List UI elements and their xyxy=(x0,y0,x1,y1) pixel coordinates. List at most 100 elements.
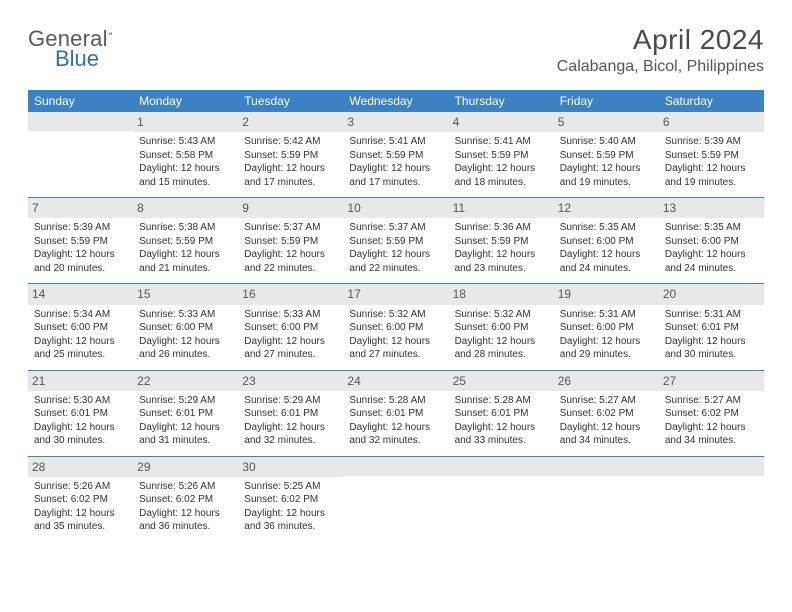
weekday-header-row: SundayMondayTuesdayWednesdayThursdayFrid… xyxy=(28,90,764,112)
sunrise-line: Sunrise: 5:40 AM xyxy=(560,135,653,149)
daylight-line: Daylight: 12 hours and 31 minutes. xyxy=(139,421,232,448)
date-number: 23 xyxy=(238,371,343,391)
calendar-cell: 3Sunrise: 5:41 AMSunset: 5:59 PMDaylight… xyxy=(343,112,448,198)
calendar-cell: 6Sunrise: 5:39 AMSunset: 5:59 PMDaylight… xyxy=(659,112,764,198)
sunset-line: Sunset: 6:00 PM xyxy=(244,321,337,335)
sunset-line: Sunset: 6:00 PM xyxy=(560,321,653,335)
date-number: 16 xyxy=(238,284,343,304)
location-subtitle: Calabanga, Bicol, Philippines xyxy=(557,58,764,76)
date-number: 8 xyxy=(133,198,238,218)
sunrise-line: Sunrise: 5:36 AM xyxy=(455,221,548,235)
calendar-cell: 18Sunrise: 5:32 AMSunset: 6:00 PMDayligh… xyxy=(449,284,554,370)
calendar-body: 1Sunrise: 5:43 AMSunset: 5:58 PMDaylight… xyxy=(28,112,764,542)
brand-triangle-icon xyxy=(108,25,112,41)
sunrise-line: Sunrise: 5:39 AM xyxy=(34,221,127,235)
date-number xyxy=(28,112,133,131)
sunrise-line: Sunrise: 5:41 AM xyxy=(349,135,442,149)
date-number: 17 xyxy=(343,284,448,304)
daylight-line: Daylight: 12 hours and 22 minutes. xyxy=(244,248,337,275)
daylight-line: Daylight: 12 hours and 24 minutes. xyxy=(560,248,653,275)
header: General April 2024 Calabanga, Bicol, Phi… xyxy=(28,24,764,76)
calendar-cell: 23 Sunrise: 5:29 AMSunset: 6:01 PMDayligh… xyxy=(238,370,343,456)
date-number: 27 xyxy=(659,371,764,391)
sunset-line: Sunset: 5:59 PM xyxy=(560,149,653,163)
calendar-cell: 1 Sunrise: 5:43 AMSunset: 5:58 PMDaylight… xyxy=(133,112,238,198)
sunrise-line: Sunrise: 5:33 AM xyxy=(244,308,337,322)
sunrise-line: Sunrise: 5:29 AM xyxy=(139,394,232,408)
weekday-header: Tuesday xyxy=(238,90,343,112)
sunrise-line: Sunrise: 5:35 AM xyxy=(560,221,653,235)
sunset-line: Sunset: 5:59 PM xyxy=(244,149,337,163)
sunrise-line: Sunrise: 5:31 AM xyxy=(560,308,653,322)
sunset-line: Sunset: 6:02 PM xyxy=(665,407,758,421)
sunrise-line: Sunrise: 5:38 AM xyxy=(139,221,232,235)
sunrise-line: Sunrise: 5:27 AM xyxy=(665,394,758,408)
calendar-page: General April 2024 Calabanga, Bicol, Phi… xyxy=(0,0,792,558)
date-number: 22 xyxy=(133,371,238,391)
calendar-week-row: 14Sunrise: 5:34 AMSunset: 6:00 PMDayligh… xyxy=(28,284,764,370)
date-number xyxy=(659,457,764,476)
sunrise-line: Sunrise: 5:41 AM xyxy=(455,135,548,149)
sunrise-line: Sunrise: 5:28 AM xyxy=(349,394,442,408)
date-number: 10 xyxy=(343,198,448,218)
weekday-header: Thursday xyxy=(449,90,554,112)
daylight-line: Daylight: 12 hours and 18 minutes. xyxy=(455,162,548,189)
calendar-cell: 20Sunrise: 5:31 AMSunset: 6:01 PMDayligh… xyxy=(659,284,764,370)
date-number: 24 xyxy=(343,371,448,391)
calendar-cell: 8Sunrise: 5:38 AMSunset: 5:59 PMDaylight… xyxy=(133,198,238,284)
calendar-cell: 5Sunrise: 5:40 AMSunset: 5:59 PMDaylight… xyxy=(554,112,659,198)
weekday-header: Friday xyxy=(554,90,659,112)
sunrise-line: Sunrise: 5:29 AM xyxy=(244,394,337,408)
daylight-line: Daylight: 12 hours and 30 minutes. xyxy=(34,421,127,448)
date-number: 1 xyxy=(133,112,238,132)
sunset-line: Sunset: 5:58 PM xyxy=(139,149,232,163)
sunrise-line: Sunrise: 5:32 AM xyxy=(455,308,548,322)
calendar-week-row: 7Sunrise: 5:39 AMSunset: 5:59 PMDaylight… xyxy=(28,198,764,284)
sunset-line: Sunset: 6:01 PM xyxy=(455,407,548,421)
daylight-line: Daylight: 12 hours and 32 minutes. xyxy=(244,421,337,448)
date-number: 9 xyxy=(238,198,343,218)
sunrise-line: Sunrise: 5:33 AM xyxy=(139,308,232,322)
date-number xyxy=(343,457,448,476)
calendar-cell: 27Sunrise: 5:27 AMSunset: 6:02 PMDayligh… xyxy=(659,370,764,456)
month-title: April 2024 xyxy=(557,24,764,56)
date-number: 21 xyxy=(28,371,133,391)
calendar-week-row: 28Sunrise: 5:26 AMSunset: 6:02 PMDayligh… xyxy=(28,456,764,542)
calendar-cell: 30Sunrise: 5:25 AMSunset: 6:02 PMDayligh… xyxy=(238,456,343,542)
daylight-line: Daylight: 12 hours and 27 minutes. xyxy=(349,335,442,362)
sunset-line: Sunset: 6:01 PM xyxy=(139,407,232,421)
weekday-header: Sunday xyxy=(28,90,133,112)
calendar-cell: 11Sunrise: 5:36 AMSunset: 5:59 PMDayligh… xyxy=(449,198,554,284)
sunset-line: Sunset: 5:59 PM xyxy=(665,149,758,163)
calendar-cell: 29Sunrise: 5:26 AMSunset: 6:02 PMDayligh… xyxy=(133,456,238,542)
sunset-line: Sunset: 5:59 PM xyxy=(244,235,337,249)
calendar-week-row: 1Sunrise: 5:43 AMSunset: 5:58 PMDaylight… xyxy=(28,112,764,198)
daylight-line: Daylight: 12 hours and 15 minutes. xyxy=(139,162,232,189)
date-number: 2 xyxy=(238,112,343,132)
date-number: 11 xyxy=(449,198,554,218)
daylight-line: Daylight: 12 hours and 20 minutes. xyxy=(34,248,127,275)
sunrise-line: Sunrise: 5:37 AM xyxy=(244,221,337,235)
date-number: 26 xyxy=(554,371,659,391)
calendar-cell: 13Sunrise: 5:35 AMSunset: 6:00 PMDayligh… xyxy=(659,198,764,284)
date-number: 29 xyxy=(133,457,238,477)
date-number xyxy=(449,457,554,476)
sunset-line: Sunset: 6:00 PM xyxy=(665,235,758,249)
calendar-cell xyxy=(343,456,448,542)
calendar-table: SundayMondayTuesdayWednesdayThursdayFrid… xyxy=(28,90,764,542)
sunset-line: Sunset: 5:59 PM xyxy=(455,235,548,249)
sunset-line: Sunset: 6:02 PM xyxy=(560,407,653,421)
sunset-line: Sunset: 6:00 PM xyxy=(34,321,127,335)
calendar-week-row: 21Sunrise: 5:30 AMSunset: 6:01 PMDayligh… xyxy=(28,370,764,456)
calendar-cell: 12Sunrise: 5:35 AMSunset: 6:00 PMDayligh… xyxy=(554,198,659,284)
sunset-line: Sunset: 6:00 PM xyxy=(455,321,548,335)
sunrise-line: Sunrise: 5:43 AM xyxy=(139,135,232,149)
sunset-line: Sunset: 6:01 PM xyxy=(244,407,337,421)
daylight-line: Daylight: 12 hours and 21 minutes. xyxy=(139,248,232,275)
calendar-cell xyxy=(554,456,659,542)
sunset-line: Sunset: 6:00 PM xyxy=(560,235,653,249)
calendar-cell: 14Sunrise: 5:34 AMSunset: 6:00 PMDayligh… xyxy=(28,284,133,370)
daylight-line: Daylight: 12 hours and 30 minutes. xyxy=(665,335,758,362)
sunrise-line: Sunrise: 5:42 AM xyxy=(244,135,337,149)
sunset-line: Sunset: 6:02 PM xyxy=(34,493,127,507)
